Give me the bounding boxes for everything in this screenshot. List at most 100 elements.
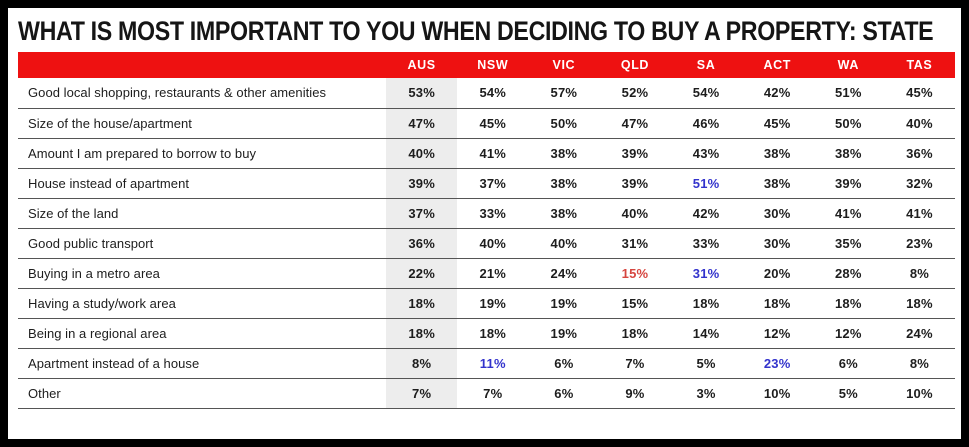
cell-wa: 39% — [812, 168, 884, 199]
cell-tas: 36% — [883, 138, 955, 169]
cell-sa: 33% — [670, 228, 742, 259]
cell-nsw: 45% — [457, 108, 529, 139]
cell-sa: 14% — [670, 318, 742, 349]
cell-vic: 38% — [528, 198, 600, 229]
cell-nsw: 40% — [457, 228, 529, 259]
row-label: Being in a regional area — [18, 318, 387, 349]
cell-tas: 32% — [883, 168, 955, 199]
cell-vic: 24% — [528, 258, 600, 289]
cell-qld: 7% — [599, 348, 671, 379]
table-row: Other 7% 7% 6% 9% 3% 10% 5% 10% — [18, 378, 955, 409]
table-header-vic: VIC — [528, 52, 600, 78]
cell-qld: 47% — [599, 108, 671, 139]
cell-act: 30% — [741, 198, 813, 229]
cell-nsw: 18% — [457, 318, 529, 349]
page-title: WHAT IS MOST IMPORTANT TO YOU WHEN DECID… — [18, 16, 934, 46]
cell-sa: 54% — [670, 78, 742, 109]
cell-nsw: 21% — [457, 258, 529, 289]
cell-aus: 37% — [386, 198, 458, 229]
row-label: Size of the house/apartment — [18, 108, 387, 139]
cell-sa: 18% — [670, 288, 742, 319]
cell-act: 38% — [741, 168, 813, 199]
row-label: Buying in a metro area — [18, 258, 387, 289]
cell-aus: 22% — [386, 258, 458, 289]
cell-qld: 52% — [599, 78, 671, 109]
table-row: Size of the house/apartment 47% 45% 50% 47% 4… — [18, 108, 955, 139]
table-row: Being in a regional area 18% 18% 19% 18% 14% 1… — [18, 318, 955, 349]
table-row: Apartment instead of a house 8% 11% 6% 7% 5% 2… — [18, 348, 955, 379]
table-row: House instead of apartment 39% 37% 38% 39% 51… — [18, 168, 955, 199]
cell-vic: 19% — [528, 318, 600, 349]
row-label: Amount I am prepared to borrow to buy — [18, 138, 387, 169]
cell-act: 30% — [741, 228, 813, 259]
table-header-label-blank — [18, 52, 387, 78]
cell-sa: 42% — [670, 198, 742, 229]
table-row: Good local shopping, restaurants & other… — [18, 78, 955, 109]
cell-qld: 40% — [599, 198, 671, 229]
cell-nsw: 54% — [457, 78, 529, 109]
cell-nsw: 33% — [457, 198, 529, 229]
cell-act: 45% — [741, 108, 813, 139]
cell-qld: 39% — [599, 168, 671, 199]
cell-tas: 8% — [883, 348, 955, 379]
table-header-qld: QLD — [599, 52, 671, 78]
cell-nsw: 41% — [457, 138, 529, 169]
table-header-row: AUS NSW VIC QLD SA ACT WA TAS — [18, 52, 955, 78]
cell-vic: 40% — [528, 228, 600, 259]
table-header-wa: WA — [812, 52, 884, 78]
cell-qld: 15% — [599, 258, 671, 289]
cell-vic: 19% — [528, 288, 600, 319]
table-header: AUS NSW VIC QLD SA ACT WA TAS — [18, 52, 955, 78]
cell-sa: 43% — [670, 138, 742, 169]
report-card: WHAT IS MOST IMPORTANT TO YOU WHEN DECID… — [8, 8, 961, 439]
cell-tas: 24% — [883, 318, 955, 349]
cell-act: 12% — [741, 318, 813, 349]
cell-nsw: 7% — [457, 378, 529, 409]
cell-qld: 31% — [599, 228, 671, 259]
table-body: Good local shopping, restaurants & other… — [18, 78, 955, 409]
cell-wa: 50% — [812, 108, 884, 139]
cell-tas: 18% — [883, 288, 955, 319]
cell-tas: 10% — [883, 378, 955, 409]
cell-tas: 8% — [883, 258, 955, 289]
row-label: Size of the land — [18, 198, 387, 229]
survey-results-table-container: AUS NSW VIC QLD SA ACT WA TAS Good local shoppi… — [18, 52, 955, 432]
cell-vic: 6% — [528, 378, 600, 409]
cell-nsw: 11% — [457, 348, 529, 379]
row-label: Other — [18, 378, 387, 409]
survey-results-table: AUS NSW VIC QLD SA ACT WA TAS Good local shoppi… — [18, 52, 955, 409]
cell-aus: 7% — [386, 378, 458, 409]
cell-act: 18% — [741, 288, 813, 319]
table-row: Amount I am prepared to borrow to buy 40%… — [18, 138, 955, 169]
cell-qld: 9% — [599, 378, 671, 409]
cell-aus: 18% — [386, 318, 458, 349]
cell-nsw: 37% — [457, 168, 529, 199]
table-header-sa: SA — [670, 52, 742, 78]
cell-act: 10% — [741, 378, 813, 409]
cell-aus: 18% — [386, 288, 458, 319]
table-row: Size of the land 37% 33% 38% 40% 42% 30% 41% 41% — [18, 198, 955, 229]
cell-sa: 46% — [670, 108, 742, 139]
cell-act: 38% — [741, 138, 813, 169]
table-header-tas: TAS — [883, 52, 955, 78]
cell-wa: 12% — [812, 318, 884, 349]
row-label: Good public transport — [18, 228, 387, 259]
cell-aus: 40% — [386, 138, 458, 169]
cell-wa: 18% — [812, 288, 884, 319]
table-row: Good public transport 36% 40% 40% 31% 33% 30% 3… — [18, 228, 955, 259]
cell-tas: 41% — [883, 198, 955, 229]
table-header-act: ACT — [741, 52, 813, 78]
cell-sa: 31% — [670, 258, 742, 289]
cell-tas: 45% — [883, 78, 955, 109]
cell-sa: 5% — [670, 348, 742, 379]
cell-vic: 6% — [528, 348, 600, 379]
cell-act: 23% — [741, 348, 813, 379]
cell-vic: 38% — [528, 168, 600, 199]
cell-aus: 47% — [386, 108, 458, 139]
cell-wa: 38% — [812, 138, 884, 169]
cell-aus: 53% — [386, 78, 458, 109]
cell-nsw: 19% — [457, 288, 529, 319]
cell-vic: 57% — [528, 78, 600, 109]
row-label: House instead of apartment — [18, 168, 387, 199]
cell-sa: 3% — [670, 378, 742, 409]
